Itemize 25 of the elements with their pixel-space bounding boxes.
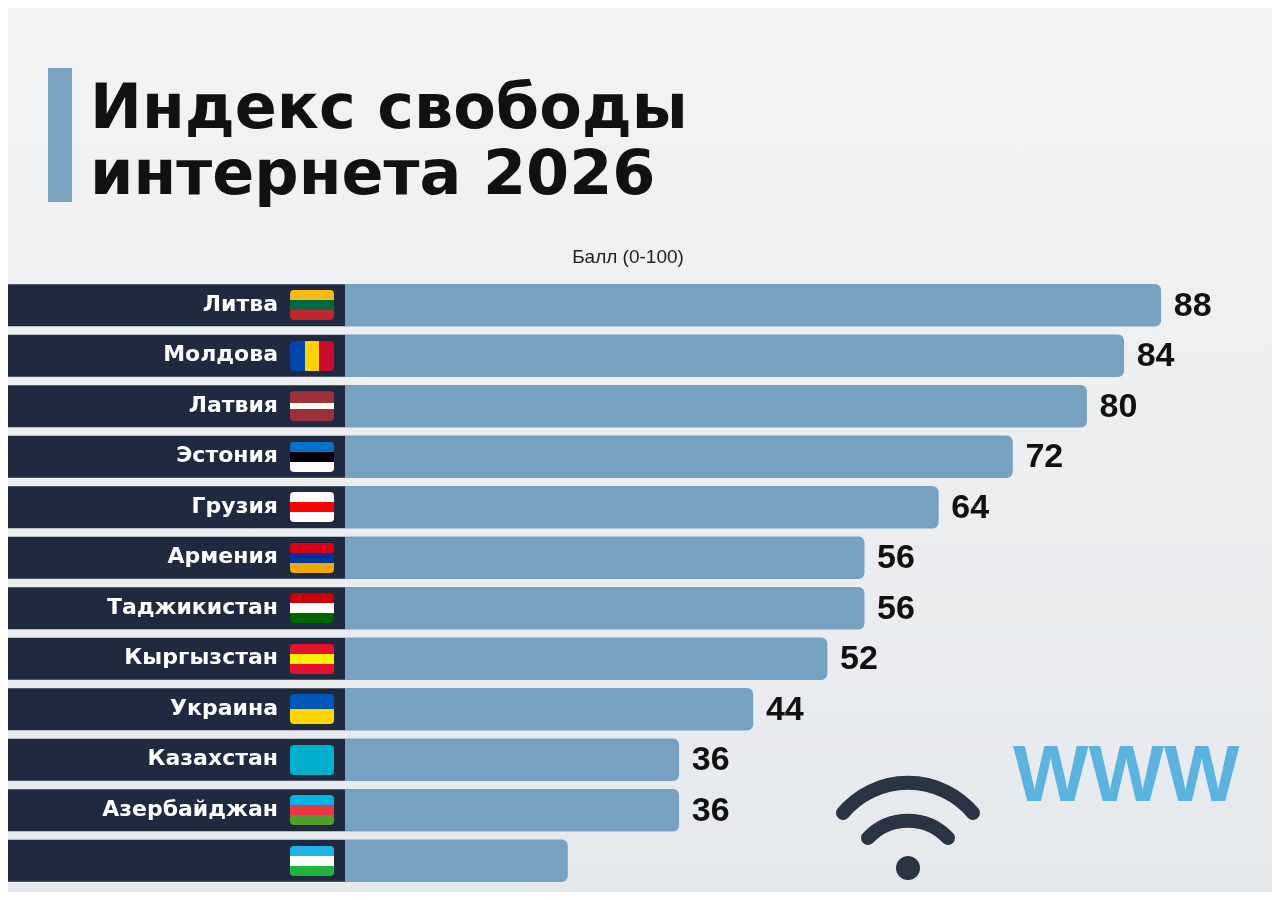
y-tick-label: Армения bbox=[167, 543, 278, 569]
data-label: 44 bbox=[765, 688, 804, 727]
data-label: 36 bbox=[691, 789, 730, 828]
data-label: 36 bbox=[691, 739, 730, 778]
data-label: 56 bbox=[877, 537, 915, 576]
data-label: 64 bbox=[951, 486, 990, 525]
chart-title: Индекс свободы интернета 2026 bbox=[90, 70, 688, 209]
annotation: WWW bbox=[1013, 728, 1240, 820]
y-tick-label: Казахстан bbox=[147, 745, 278, 771]
y-tick-label: Литва bbox=[202, 290, 278, 316]
y-tick-label: Латвия bbox=[188, 391, 278, 417]
y-tick-label: Таджикистан bbox=[106, 593, 278, 619]
y-tick-label: Молдова bbox=[163, 341, 278, 367]
data-label: 56 bbox=[877, 587, 915, 626]
y-tick-label: Азербайджан bbox=[102, 795, 278, 821]
data-label: 72 bbox=[1025, 436, 1064, 475]
y-tick-label: Эстония bbox=[176, 442, 278, 468]
data-label: 52 bbox=[840, 638, 878, 677]
y-tick-label: Грузия bbox=[191, 492, 278, 518]
data-label: 84 bbox=[1136, 335, 1175, 374]
y-tick-label: Кыргызстан bbox=[124, 644, 278, 670]
y-tick-label: Украина bbox=[170, 694, 278, 720]
data-label: 80 bbox=[1099, 385, 1138, 424]
data-label: 88 bbox=[1173, 284, 1212, 323]
x-axis-title: Балл (0-100) bbox=[571, 246, 685, 268]
